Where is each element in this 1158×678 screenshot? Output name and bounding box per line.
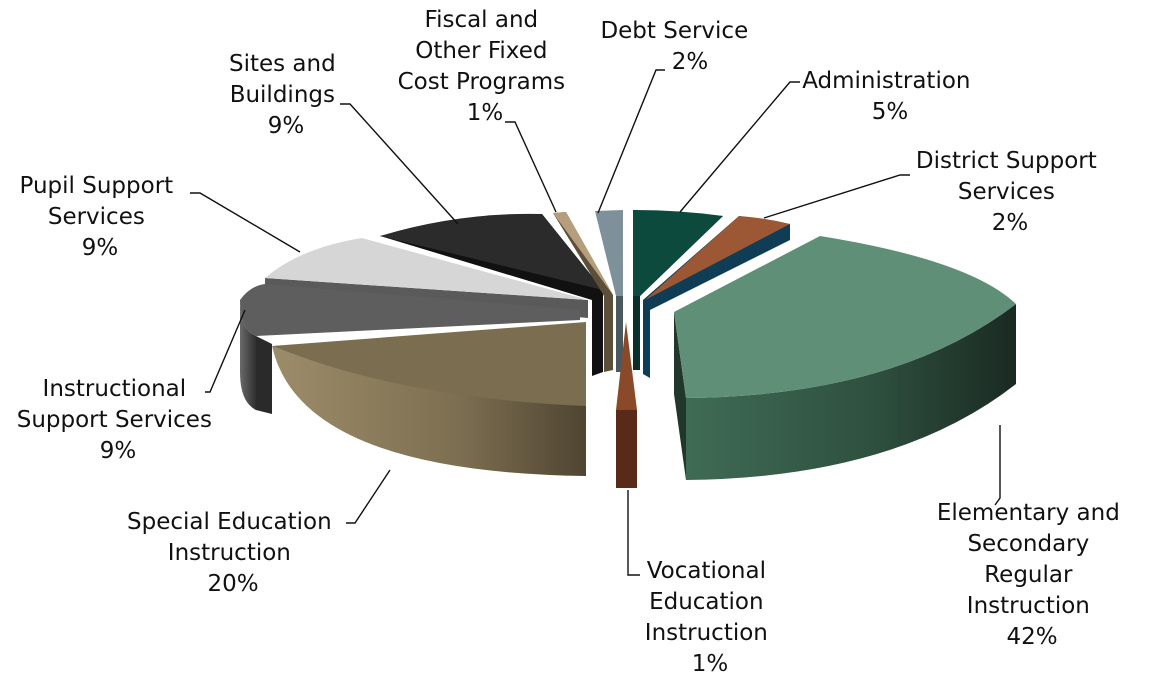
label-district-support-services: District Support Services 2%: [916, 148, 1104, 236]
slice-fiscal-and-other-fixed-cost-programs[interactable]: [553, 212, 613, 372]
leader-instructional-support: [205, 309, 246, 393]
slice-administration[interactable]: [633, 210, 723, 370]
slice-district-support-services[interactable]: [643, 216, 790, 378]
label-administration: Administration 5%: [802, 68, 978, 125]
leader-vocational: [627, 490, 640, 576]
slice-sites-and-buildings[interactable]: [380, 213, 603, 376]
label-sites-and-buildings: Sites and Buildings 9%: [229, 51, 343, 139]
leader-pupil-support: [190, 192, 301, 253]
leader-elementary: [994, 425, 1001, 506]
slice-special-education-instruction[interactable]: [272, 322, 586, 476]
slice-debt-service[interactable]: [595, 210, 623, 372]
slice-instructional-support-services[interactable]: [240, 284, 580, 414]
slice-labels: Debt Service 2% Administration 5% Distri…: [17, 7, 1127, 677]
label-vocational-education: Vocational Education Instruction 1%: [645, 558, 775, 677]
leader-debt-service: [597, 69, 665, 214]
label-special-education: Special Education Instruction 20%: [127, 509, 339, 597]
slice-vocational-education-instruction[interactable]: [616, 322, 637, 488]
leader-special-education: [346, 469, 391, 524]
label-debt-service: Debt Service 2%: [600, 18, 755, 75]
leader-administration: [679, 81, 800, 213]
leader-fiscal: [505, 121, 557, 213]
leader-district-support: [763, 174, 910, 219]
leader-lines: [190, 69, 1001, 576]
label-elementary-and-secondary: Elementary and Secondary Regular Instruc…: [937, 500, 1127, 650]
leader-sites-and-buildings: [340, 103, 459, 225]
label-fiscal-and-other: Fiscal and Other Fixed Cost Programs 1%: [398, 7, 573, 126]
slice-elementary-and-secondary-regular-instruction[interactable]: [674, 236, 1016, 480]
label-instructional-support: Instructional Support Services 9%: [17, 376, 220, 464]
label-pupil-support: Pupil Support Services 9%: [20, 173, 181, 261]
